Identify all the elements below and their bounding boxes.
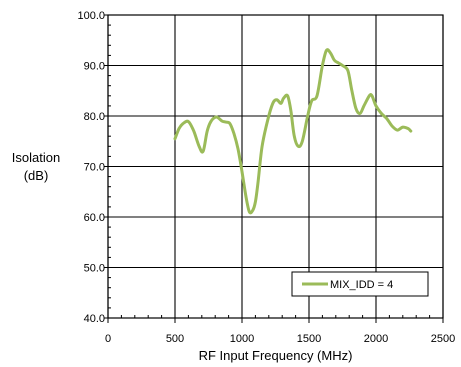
x-tick-label: 500 bbox=[166, 333, 184, 345]
y-tick-label: 60.0 bbox=[84, 212, 105, 224]
axis-ticks bbox=[104, 14, 444, 323]
y-axis-title-line: Isolation bbox=[12, 150, 60, 165]
y-tick-label: 100.0 bbox=[77, 10, 105, 22]
x-axis-tick-labels: 0 500 1000 1500 2000 2500 bbox=[105, 333, 455, 345]
x-tick-label: 0 bbox=[105, 333, 111, 345]
y-axis-title-line: (dB) bbox=[24, 168, 49, 183]
series-line bbox=[173, 48, 413, 215]
x-tick-label: 1500 bbox=[297, 333, 321, 345]
y-tick-label: 40.0 bbox=[84, 313, 105, 325]
x-axis-title: RF Input Frequency (MHz) bbox=[199, 348, 353, 363]
y-tick-label: 90.0 bbox=[84, 61, 105, 73]
series-layer bbox=[173, 48, 413, 215]
y-tick-label: 80.0 bbox=[84, 111, 105, 123]
y-axis-title: Isolation (dB) bbox=[12, 150, 60, 183]
x-tick-label: 1000 bbox=[230, 333, 254, 345]
x-tick-label: 2000 bbox=[364, 333, 388, 345]
y-tick-label: 50.0 bbox=[84, 263, 105, 275]
y-tick-label: 70.0 bbox=[84, 162, 105, 174]
legend: MIX_IDD = 4 bbox=[291, 271, 429, 297]
legend-label: MIX_IDD = 4 bbox=[330, 279, 393, 291]
y-axis-tick-labels: 40.0 50.0 60.0 70.0 80.0 90.0 100.0 bbox=[77, 10, 105, 325]
x-tick-label: 2500 bbox=[431, 333, 455, 345]
